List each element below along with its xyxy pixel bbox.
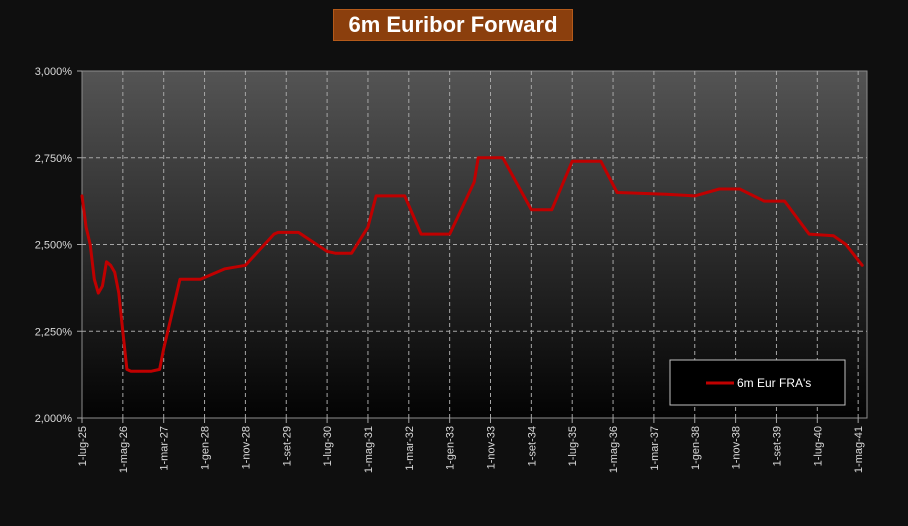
y-tick-label: 2,500% (35, 240, 73, 252)
x-tick-label: 1-set-29 (281, 426, 293, 466)
y-tick-label: 2,000% (35, 413, 73, 425)
axes (77, 70, 859, 423)
x-tick-label: 1-mag-26 (118, 426, 130, 473)
legend[interactable]: 6m Eur FRA's (669, 359, 846, 406)
x-tick-label: 1-set-39 (771, 426, 783, 466)
x-tick-label: 1-nov-33 (486, 426, 498, 469)
y-tick-label: 3,000% (35, 66, 73, 78)
x-tick-label: 1-gen-33 (445, 426, 457, 470)
x-tick-label: 1-mar-27 (159, 426, 171, 471)
series-line-6m-eur-fra (80, 156, 864, 373)
x-tick-label: 1-mag-41 (853, 426, 865, 473)
x-tick-label: 1-gen-28 (200, 426, 212, 470)
y-tick-label: 2,250% (35, 326, 73, 338)
y-axis-tick-labels: 2,000% 2,250% 2,500% 2,750% 3,000% (35, 66, 73, 425)
x-tick-label: 1-nov-28 (240, 426, 252, 469)
chart-title-box: 6m Euribor Forward (333, 9, 573, 41)
x-tick-label: 1-nov-38 (731, 426, 743, 469)
chart-title: 6m Euribor Forward (348, 12, 558, 37)
series-layer (80, 156, 864, 373)
x-tick-label: 1-mar-32 (404, 426, 416, 471)
x-tick-label: 1-lug-30 (322, 426, 334, 466)
x-tick-label: 1-lug-40 (812, 426, 824, 466)
x-axis-tick-labels: 1-lug-25 1-mag-26 1-mar-27 1-gen-28 1-nov-28… (77, 426, 865, 473)
legend-label: 6m Eur FRA's (737, 376, 811, 390)
y-tick-label: 2,750% (35, 153, 73, 165)
x-tick-label: 1-mag-31 (363, 426, 375, 473)
x-tick-label: 1-gen-38 (690, 426, 702, 470)
x-tick-label: 1-lug-25 (77, 426, 89, 466)
x-tick-label: 1-mar-37 (649, 426, 661, 471)
legend-box (669, 359, 846, 406)
x-tick-label: 1-set-34 (526, 426, 538, 466)
x-tick-label: 1-mag-36 (608, 426, 620, 473)
x-tick-label: 1-lug-35 (567, 426, 579, 466)
